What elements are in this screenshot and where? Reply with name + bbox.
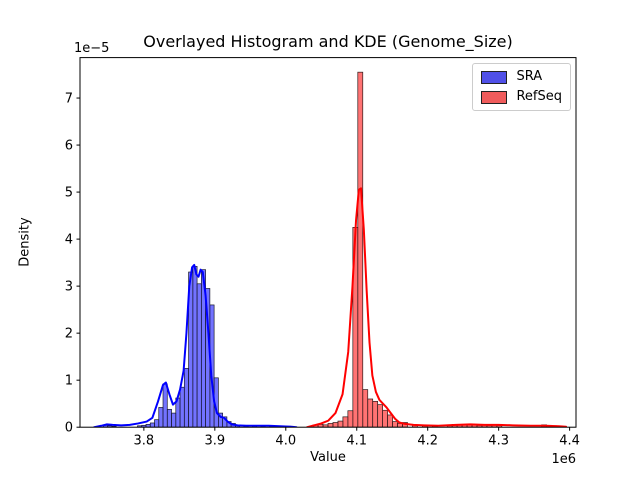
refseq-bar xyxy=(377,404,383,428)
x-axis-ticks: 3.8 3.9 4.0 4.1 4.2 4.3 4.4 xyxy=(134,427,580,449)
sra-kde-line xyxy=(93,263,298,428)
sra-legend-label: SRA xyxy=(516,69,543,84)
refseq-bar xyxy=(332,422,339,428)
refseq-bar xyxy=(362,389,369,428)
legend-item-refseq: RefSeq xyxy=(481,90,562,104)
refseq-bar xyxy=(337,420,344,428)
sra-bar xyxy=(196,283,202,428)
y-tick-label: 1 xyxy=(65,374,73,389)
refseq-bar xyxy=(342,416,349,428)
legend: SRA RefSeq xyxy=(472,63,571,111)
x-tick-label: 4.2 xyxy=(417,434,438,449)
refseq-bar xyxy=(392,421,398,428)
sra-bar xyxy=(154,419,160,428)
y-tick-label: 7 xyxy=(65,92,73,107)
legend-item-sra: SRA xyxy=(481,70,562,84)
x-tick-label: 4.3 xyxy=(488,434,509,449)
chart-title: Overlayed Histogram and KDE (Genome_Size… xyxy=(143,32,513,51)
x-tick-label: 3.8 xyxy=(134,434,155,449)
x-axis-label: Value xyxy=(310,450,346,465)
sra-bar xyxy=(179,386,185,428)
refseq-kde-line xyxy=(306,187,568,428)
sra-histogram-bars xyxy=(103,266,292,428)
axes-spines xyxy=(79,57,577,428)
y-axis-label: Density xyxy=(17,217,33,267)
sra-swatch-icon xyxy=(481,70,508,84)
refseq-bar xyxy=(372,400,379,428)
plot-area xyxy=(93,71,568,428)
sra-bar xyxy=(158,407,164,428)
refseq-swatch-icon xyxy=(481,90,508,104)
y-tick-label: 2 xyxy=(65,327,73,342)
refseq-bar xyxy=(367,398,374,428)
refseq-histogram-bars xyxy=(312,71,557,428)
sra-bar xyxy=(149,422,155,428)
refseq-bar xyxy=(327,423,334,428)
x-tick-label: 3.9 xyxy=(204,434,225,449)
x-tick-label: 4.4 xyxy=(559,434,580,449)
refseq-bar xyxy=(347,410,354,428)
sra-bar xyxy=(162,383,168,428)
sra-bar xyxy=(192,266,198,428)
y-tick-label: 5 xyxy=(65,186,73,201)
y-axis-offset-text: 1e−5 xyxy=(74,41,110,56)
sra-bar xyxy=(171,412,177,428)
refseq-bar xyxy=(382,409,388,428)
y-tick-label: 3 xyxy=(65,280,73,295)
refseq-legend-label: RefSeq xyxy=(516,89,562,104)
x-tick-label: 4.0 xyxy=(275,434,296,449)
refseq-bar xyxy=(387,414,393,428)
y-tick-label: 4 xyxy=(65,233,73,248)
y-tick-label: 0 xyxy=(65,421,73,436)
y-tick-label: 6 xyxy=(65,139,73,154)
sra-bar xyxy=(166,408,172,428)
x-tick-label: 4.1 xyxy=(346,434,367,449)
x-axis-offset-text: 1e6 xyxy=(551,452,576,467)
refseq-bar xyxy=(357,71,364,428)
sra-bar xyxy=(183,368,189,428)
y-axis-ticks: 0 1 2 3 4 5 6 7 xyxy=(65,92,80,436)
